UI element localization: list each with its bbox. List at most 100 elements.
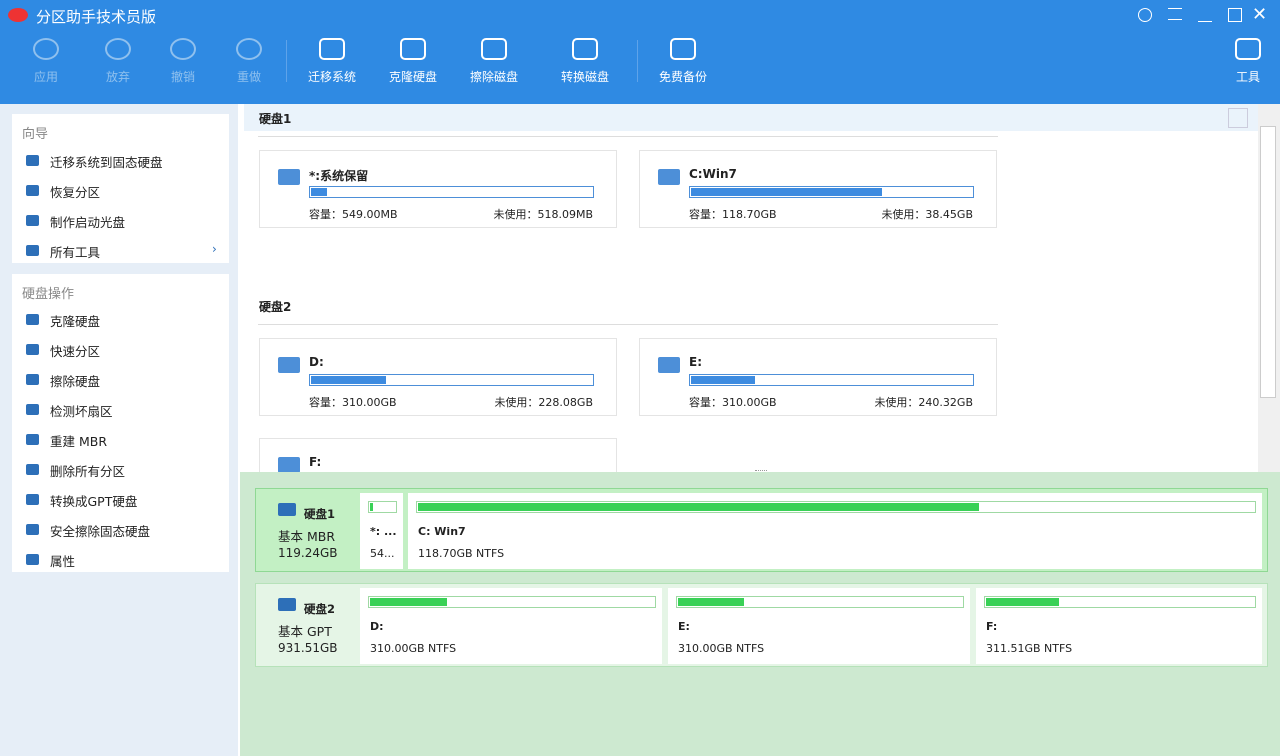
divider	[258, 324, 998, 325]
partition-name: E:	[689, 355, 702, 369]
disk-type: 基本 MBR	[278, 529, 336, 544]
menu-item[interactable]: 检测坏扇区	[50, 404, 113, 419]
menu-item[interactable]: 制作启动光盘	[50, 215, 126, 230]
map-partition[interactable]: F: 311.51GB NTFS	[976, 588, 1262, 664]
menu-item[interactable]: 删除所有分区	[50, 464, 126, 479]
partition-info: 118.70GB NTFS	[418, 547, 505, 560]
map-partition[interactable]: *: ... 54...	[360, 493, 403, 569]
toolbar-label: 擦除磁盘	[469, 70, 518, 84]
menu-item[interactable]: 所有工具	[50, 245, 101, 260]
disk-map: 硬盘1 基本 MBR 119.24GB *: ... 54... C: Win7 118.7…	[240, 472, 1280, 756]
usage-fill	[678, 598, 744, 606]
menu-item[interactable]: 转换成GPT硬盘	[50, 494, 138, 509]
usage-fill	[418, 503, 980, 511]
usage-bar	[416, 501, 1256, 513]
partition-name: D:	[309, 355, 324, 369]
toolbar-label: 克隆硬盘	[388, 70, 437, 84]
menu-icon	[26, 374, 39, 385]
disk-icon	[278, 457, 300, 472]
map-partition[interactable]: E: 310.00GB NTFS	[668, 588, 970, 664]
partition-card[interactable]: E: 容量：310.00GB 未使用：240.32GB	[639, 338, 997, 416]
disk-list: 硬盘1 *:系统保留 容量：549.00MB 未使用：518.09MB C:Win7 容量…	[240, 104, 1258, 472]
toolbar-button[interactable]: 工具	[1208, 38, 1280, 85]
partition-name: *:系统保留	[309, 169, 369, 183]
usage-bar	[676, 596, 964, 608]
map-partition[interactable]: D: 310.00GB NTFS	[360, 588, 662, 664]
menu-item[interactable]: 安全擦除固态硬盘	[50, 524, 151, 539]
disk-row[interactable]: 硬盘2 基本 GPT 931.51GB D: 310.00GB NTFS E: 310.00…	[255, 583, 1268, 667]
usage-bar	[689, 374, 974, 386]
menu-item[interactable]: 重建 MBR	[50, 434, 108, 449]
menu-item[interactable]: 迁移系统到固态硬盘	[50, 155, 163, 170]
partition-card[interactable]: D: 容量：310.00GB 未使用：228.08GB	[259, 338, 617, 416]
usage-fill	[311, 188, 327, 196]
disk-icon	[278, 598, 296, 611]
chevron: ›	[212, 242, 217, 256]
toolbar-label: 工具	[1235, 70, 1260, 84]
map-partition[interactable]: C: Win7 118.70GB NTFS	[408, 493, 1262, 569]
disk-name: 硬盘2	[304, 602, 336, 616]
partition-name: *: ...	[370, 525, 397, 538]
partition-free: 未使用：518.09MB	[493, 208, 593, 221]
toolbar-button[interactable]: 免费备份	[643, 38, 723, 85]
menu-icon	[26, 215, 39, 226]
sidebar-card: 硬盘操作 克隆硬盘 快速分区 擦除硬盘 检测坏扇区 重建 MBR 删除所有分区 转换成GPT硬…	[12, 274, 229, 572]
separator	[286, 40, 287, 82]
disk-size: 931.51GB	[278, 641, 338, 655]
maximize-button[interactable]	[1228, 8, 1242, 22]
partition-free: 未使用：240.32GB	[874, 396, 973, 409]
toolbar-button[interactable]: 克隆硬盘	[373, 38, 453, 85]
toolbar-button[interactable]: 擦除磁盘	[454, 38, 534, 85]
toolbar-icon	[33, 38, 59, 60]
partition-capacity: 容量：118.70GB	[689, 208, 777, 221]
menu-icon	[26, 434, 39, 445]
partition-card[interactable]: *:系统保留 容量：549.00MB 未使用：518.09MB	[259, 150, 617, 228]
menu-icon	[26, 155, 39, 166]
toolbar-button[interactable]: 撤销	[143, 38, 223, 85]
divider	[258, 136, 998, 137]
usage-fill	[691, 188, 883, 196]
disk-icon	[278, 169, 300, 185]
close-button[interactable]: ✕	[1252, 4, 1268, 25]
usage-bar	[368, 501, 397, 513]
menu-item[interactable]: 克隆硬盘	[50, 314, 101, 329]
toolbar-button[interactable]: 放弃	[78, 38, 158, 85]
partition-free: 未使用：38.45GB	[881, 208, 973, 221]
disk-icon	[658, 357, 680, 373]
toolbar-icon	[572, 38, 598, 60]
separator	[637, 40, 638, 82]
menu-item[interactable]: 擦除硬盘	[50, 374, 101, 389]
disk-type: 基本 GPT	[278, 624, 332, 639]
disk-info: 硬盘2 基本 GPT 931.51GB	[256, 584, 359, 666]
splitter[interactable]	[755, 470, 767, 472]
sidebar: 向导 迁移系统到固态硬盘 恢复分区 制作启动光盘 所有工具 › 硬盘操作 克隆硬盘 快速分区 擦除…	[0, 104, 238, 756]
toolbar-button[interactable]: 重做	[209, 38, 289, 85]
menu-icon	[26, 185, 39, 196]
partition-name: F:	[986, 620, 998, 633]
partition-card[interactable]: F:	[259, 438, 617, 472]
toolbar-icon	[481, 38, 507, 60]
partition-info: 310.00GB NTFS	[370, 642, 457, 655]
usage-fill	[691, 376, 755, 384]
menu-button[interactable]	[1168, 8, 1182, 20]
partition-card[interactable]: C:Win7 容量：118.70GB 未使用：38.45GB	[639, 150, 997, 228]
refresh-button[interactable]	[1138, 8, 1152, 22]
partition-free: 未使用：228.08GB	[494, 396, 593, 409]
toolbar-button[interactable]: 应用	[6, 38, 86, 85]
toolbar-button[interactable]: 转换磁盘	[545, 38, 625, 85]
toolbar-button[interactable]: 迁移系统	[292, 38, 372, 85]
view-toggle[interactable]	[1228, 108, 1248, 128]
menu-item[interactable]: 快速分区	[50, 344, 101, 359]
disk-row[interactable]: 硬盘1 基本 MBR 119.24GB *: ... 54... C: Win7 118.7…	[255, 488, 1268, 572]
toolbar-icon	[105, 38, 131, 60]
partition-name: D:	[370, 620, 384, 633]
menu-item[interactable]: 属性	[50, 554, 76, 569]
partition-name: E:	[678, 620, 690, 633]
scroll-thumb[interactable]	[1260, 126, 1276, 398]
toolbar-label: 转换磁盘	[560, 70, 609, 84]
partition-capacity: 容量：310.00GB	[309, 396, 397, 409]
partition-name: C:Win7	[689, 167, 737, 181]
minimize-button[interactable]	[1198, 8, 1212, 22]
menu-item[interactable]: 恢复分区	[50, 185, 101, 200]
